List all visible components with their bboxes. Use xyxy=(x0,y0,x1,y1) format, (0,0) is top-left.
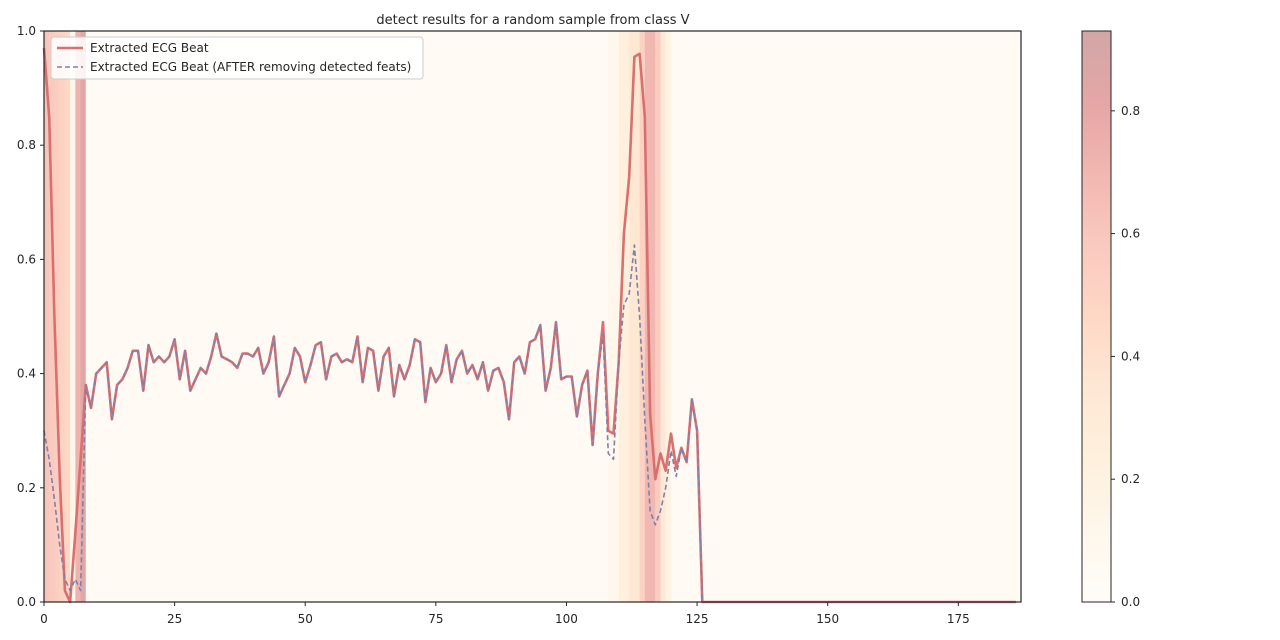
x-tick-label: 175 xyxy=(947,612,970,626)
heatmap-band xyxy=(70,31,76,602)
axes-layer: 0 25 50 75 100 125 150 175 0.0 0.2 0.4 0.6 0.8 1.0 xyxy=(17,24,1022,626)
heatmap-band xyxy=(655,31,661,602)
heatmap-band xyxy=(644,31,656,602)
heatmap-band xyxy=(670,31,1021,602)
x-tick-label: 25 xyxy=(167,612,182,626)
colorbar: 0.0 0.2 0.4 0.6 0.8 xyxy=(1081,30,1140,609)
heatmap-band xyxy=(608,31,619,602)
heatmap-band xyxy=(49,31,55,602)
colorbar-tick-label: 0.0 xyxy=(1121,595,1140,609)
x-tick-label: 100 xyxy=(555,612,578,626)
legend-label-1: Extracted ECG Beat xyxy=(90,41,209,55)
series-line-2 xyxy=(43,244,1016,603)
legend: Extracted ECG Beat Extracted ECG Beat (AF… xyxy=(50,36,424,80)
y-tick-label: 0.4 xyxy=(17,367,36,381)
x-tick-label: 0 xyxy=(40,612,48,626)
heatmap-band xyxy=(54,31,60,602)
heatmap-band xyxy=(44,31,50,602)
y-tick-label: 0.0 xyxy=(17,595,36,609)
legend-label-2: Extracted ECG Beat (AFTER removing detec… xyxy=(90,60,411,74)
heatmap-band xyxy=(639,31,645,602)
colorbar-tick-label: 0.4 xyxy=(1121,349,1140,363)
heatmap-band xyxy=(64,31,71,602)
x-tick-label: 75 xyxy=(428,612,443,626)
legend-box xyxy=(50,36,424,80)
colorbar-tick-label: 0.6 xyxy=(1121,227,1140,241)
x-tick-label: 150 xyxy=(816,612,839,626)
heatmap-band xyxy=(85,31,609,602)
x-tick-label: 50 xyxy=(298,612,313,626)
colorbar-frame xyxy=(1081,30,1112,603)
heatmap-band xyxy=(80,31,86,602)
heatmap-background xyxy=(44,31,1021,602)
y-tick-label: 0.6 xyxy=(17,252,36,266)
y-tick-label: 0.2 xyxy=(17,481,36,495)
chart-title: detect results for a random sample from … xyxy=(376,13,689,28)
heatmap-band xyxy=(629,31,640,602)
heatmap-band xyxy=(75,31,81,602)
y-tick-label: 1.0 xyxy=(17,24,36,38)
heatmap-band xyxy=(660,31,666,602)
colorbar-fill xyxy=(1082,31,1111,602)
x-tick-label: 125 xyxy=(686,612,709,626)
colorbar-tick-label: 0.2 xyxy=(1121,472,1140,486)
y-tick-label: 0.8 xyxy=(17,138,36,152)
series-layer xyxy=(42,48,1016,604)
heatmap-band xyxy=(618,31,630,602)
colorbar-tick-label: 0.8 xyxy=(1121,104,1140,118)
heatmap-band xyxy=(59,31,65,602)
plot-frame xyxy=(43,30,1022,603)
heatmap-band xyxy=(665,31,671,602)
